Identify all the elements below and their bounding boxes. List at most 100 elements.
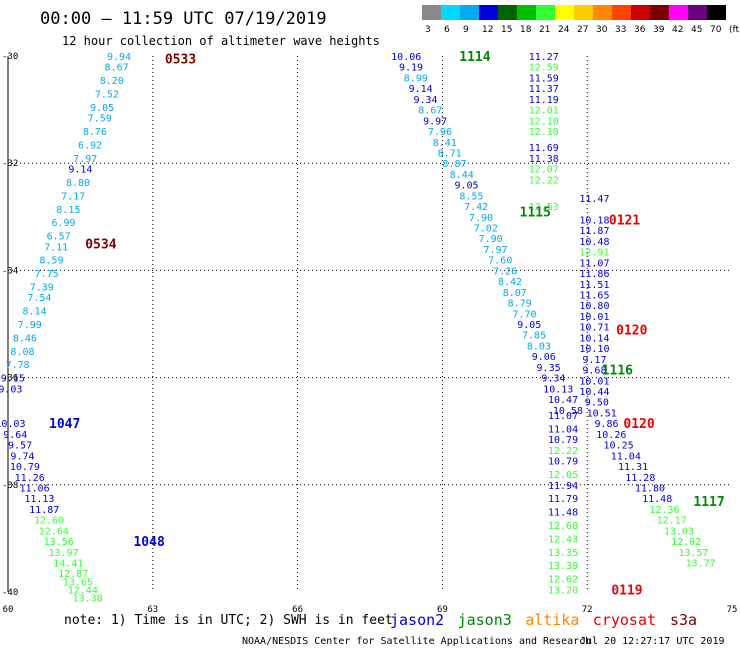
- colorbar-label: 33: [615, 25, 626, 35]
- swh-value-label: 8.20: [100, 76, 124, 87]
- swh-value-label: 11.48: [642, 494, 672, 505]
- swh-value-label: 9.05: [90, 103, 114, 114]
- colorbar-label: 27: [577, 25, 588, 35]
- swh-value-label: 12.53: [529, 202, 559, 213]
- swh-value-label: 12.64: [39, 526, 69, 537]
- y-tick-label: -30: [2, 52, 18, 62]
- swh-value-label: 10.44: [579, 387, 609, 398]
- swh-value-label: 8.79: [508, 299, 532, 310]
- swh-value-label: 10.01: [579, 312, 609, 323]
- swh-value-label: 9.05: [517, 320, 541, 331]
- swh-value-label: 9.35: [537, 363, 561, 374]
- swh-value-label: 11.19: [529, 95, 559, 106]
- swh-value-label: 8.80: [66, 178, 90, 189]
- swh-value-label: 13.56: [44, 537, 74, 548]
- colorbar-label: 15: [501, 25, 512, 35]
- colorbar-swatch: [612, 5, 631, 20]
- pass-time-label: 1116: [602, 364, 633, 379]
- swh-value-label: 13.39: [548, 561, 578, 572]
- colorbar-swatch: [574, 5, 593, 20]
- colorbar-label: 45: [691, 25, 702, 35]
- swh-value-label: 9.68: [582, 366, 606, 377]
- colorbar-label: (ft): [729, 25, 740, 35]
- swh-value-label: 8.42: [498, 277, 522, 288]
- pass-time-label: 1117: [693, 495, 724, 510]
- x-tick-label: 72: [582, 605, 593, 615]
- swh-value-label: 8.71: [438, 148, 462, 159]
- swh-value-label: 13.97: [48, 548, 78, 559]
- swh-value-label: 12.43: [548, 534, 578, 545]
- swh-value-label: 12.01: [529, 106, 559, 117]
- x-tick-label: 69: [437, 605, 448, 615]
- y-tick-label: -34: [2, 266, 18, 276]
- pass-time-label: 1115: [520, 205, 551, 220]
- swh-value-label: 7.99: [18, 320, 42, 331]
- swh-value-label: 8.87: [442, 159, 466, 170]
- swh-value-label: 7.11: [44, 242, 68, 253]
- swh-value-label: 11.26: [15, 473, 45, 484]
- swh-value-label: 10.71: [579, 323, 609, 334]
- swh-value-label: 12.05: [548, 470, 578, 481]
- swh-value-label: 8.76: [83, 127, 107, 138]
- swh-value-label: 12.36: [649, 505, 679, 516]
- y-tick-label: -40: [2, 588, 18, 598]
- pass-time-label: 0533: [165, 53, 196, 68]
- swh-value-label: 7.26: [493, 266, 517, 277]
- satellite-name-s3a: s3a: [670, 611, 697, 629]
- colorbar-label: 39: [653, 25, 665, 35]
- swh-value-label: 7.90: [469, 213, 493, 224]
- swh-value-label: 8.41: [433, 138, 457, 149]
- note-text: note: 1) Time is in UTC; 2) SWH is in fe…: [64, 613, 393, 628]
- swh-value-label: 7.85: [522, 331, 546, 342]
- swh-value-label: 13.35: [548, 548, 578, 559]
- swh-value-label: 10.48: [579, 237, 609, 248]
- swh-value-label: 9.06: [532, 352, 556, 363]
- pass-time-label: 0120: [616, 323, 647, 338]
- satellite-name-jason3: jason3: [458, 611, 512, 629]
- colorbar-label: 70: [710, 25, 722, 35]
- swh-value-label: 9.03: [0, 384, 22, 395]
- colorbar-swatch: [460, 5, 479, 20]
- swh-value-label: 7.97: [73, 154, 97, 165]
- swh-value-label: 9.34: [541, 374, 565, 385]
- colorbar-label: 9: [463, 25, 469, 35]
- footer-credit: NOAA/NESDIS Center for Satellite Applica…: [242, 636, 591, 647]
- colorbar-swatch: [441, 5, 460, 20]
- swh-value-label: 11.69: [529, 143, 559, 154]
- colorbar-swatch: [631, 5, 650, 20]
- swh-value-label: 8.44: [450, 170, 474, 181]
- swh-value-label: 12.02: [671, 537, 701, 548]
- swh-value-label: 13.57: [678, 548, 708, 559]
- swh-value-label: 8.67: [105, 63, 129, 74]
- colorbar-swatch: [422, 5, 441, 20]
- x-tick-label: 66: [292, 605, 303, 615]
- swh-value-label: 12.62: [548, 575, 578, 586]
- colorbar-label: 6: [444, 25, 450, 35]
- swh-value-label: 10.25: [604, 441, 634, 452]
- swh-value-label: 11.07: [548, 411, 578, 422]
- swh-value-label: 6.92: [78, 140, 102, 151]
- footer-timestamp: Jul 20 12:27:17 UTC 2019: [580, 636, 725, 647]
- swh-value-label: 8.15: [56, 205, 80, 216]
- swh-value-label: 11.87: [579, 226, 609, 237]
- swh-value-label: 13.20: [548, 585, 578, 596]
- swh-value-label: 12.60: [34, 516, 64, 527]
- y-tick-label: -38: [2, 481, 18, 491]
- colorbar-swatch: [479, 5, 498, 20]
- swh-value-label: 10.79: [548, 457, 578, 468]
- swh-value-label: 11.38: [529, 154, 559, 165]
- swh-value-label: 9.57: [8, 441, 32, 452]
- swh-value-label: 11.27: [529, 52, 559, 63]
- swh-value-label: 10.79: [548, 435, 578, 446]
- satellite-legend: jason2 jason3 altika cryosat s3a: [390, 611, 697, 629]
- swh-value-label: 8.59: [39, 256, 63, 267]
- colorbar-swatch: [517, 5, 536, 20]
- swh-value-label: 6.99: [51, 218, 75, 229]
- x-tick-label: 75: [727, 605, 738, 615]
- swh-value-label: 10.13: [543, 384, 573, 395]
- swh-value-label: 13.03: [664, 526, 694, 537]
- pass-time-label: 0120: [623, 417, 654, 432]
- pass-time-label: 1047: [49, 417, 80, 432]
- pass-time-label: 0121: [609, 213, 640, 228]
